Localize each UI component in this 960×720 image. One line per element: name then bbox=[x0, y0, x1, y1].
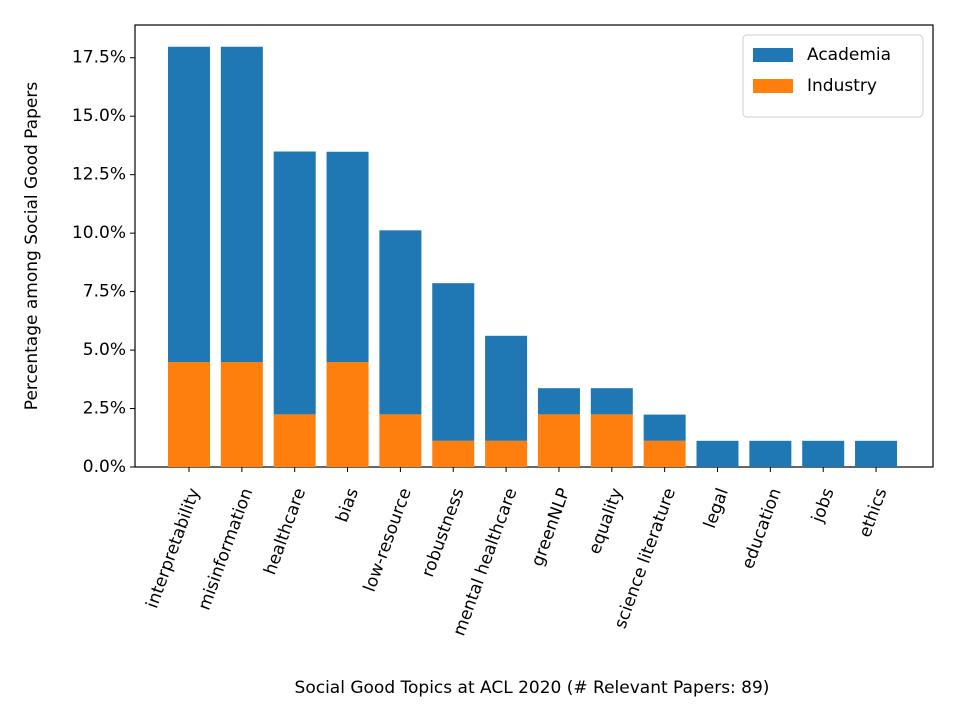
x-tick-label: healthcare bbox=[260, 486, 310, 578]
bar-segment bbox=[590, 388, 633, 415]
bar-segment bbox=[855, 440, 898, 467]
bar-segment bbox=[432, 440, 475, 467]
bar-segment bbox=[537, 414, 580, 467]
bar-segment bbox=[643, 414, 686, 441]
bar-segment bbox=[168, 361, 210, 467]
bar-segment bbox=[749, 440, 792, 467]
bar-segment bbox=[802, 440, 845, 467]
bar-segment bbox=[326, 361, 369, 467]
bar-segment bbox=[379, 230, 422, 415]
y-tick-label: 17.5% bbox=[72, 48, 126, 68]
x-tick-label: interpretability bbox=[142, 486, 204, 611]
x-tick-label: low-resource bbox=[360, 486, 416, 595]
bar-segment bbox=[485, 335, 528, 441]
x-tick-label: robustness bbox=[418, 485, 469, 579]
legend-label: Academia bbox=[807, 45, 891, 65]
x-tick-label: equality bbox=[585, 486, 627, 557]
y-axis-label: Percentage among Social Good Papers bbox=[22, 82, 42, 411]
y-tick-label: 10.0% bbox=[72, 223, 126, 243]
legend-swatch bbox=[753, 48, 793, 62]
y-tick-label: 2.5% bbox=[83, 399, 126, 419]
plot-frame bbox=[134, 24, 934, 468]
x-tick-label: greenNLP bbox=[528, 486, 575, 569]
bar-segment bbox=[220, 361, 263, 467]
legend-label: Industry bbox=[807, 76, 877, 96]
x-tick-label: ethics bbox=[855, 485, 891, 540]
bar-segment bbox=[326, 151, 369, 362]
x-tick-label: education bbox=[738, 486, 786, 572]
y-tick-label: 12.5% bbox=[72, 165, 126, 185]
x-tick-label: legal bbox=[700, 486, 733, 531]
bar-segment bbox=[168, 46, 210, 362]
bar-segment bbox=[643, 440, 686, 467]
x-axis-label: Social Good Topics at ACL 2020 (# Releva… bbox=[295, 678, 770, 698]
bar-segment bbox=[485, 440, 528, 467]
bar-segment bbox=[273, 414, 316, 467]
x-tick-label: jobs bbox=[808, 485, 839, 526]
x-tick-label: misinformation bbox=[195, 486, 258, 613]
bar-segment bbox=[432, 283, 475, 441]
bar-segment bbox=[220, 46, 263, 362]
bar-segment bbox=[537, 388, 580, 415]
bar-segment bbox=[273, 151, 316, 415]
bar-segment bbox=[590, 414, 633, 467]
y-tick-label: 15.0% bbox=[72, 106, 126, 126]
y-tick-label: 7.5% bbox=[83, 282, 126, 302]
bar-segment bbox=[379, 414, 422, 467]
legend-swatch bbox=[753, 79, 793, 93]
y-tick-label: 5.0% bbox=[83, 340, 126, 360]
x-tick-label: bias bbox=[332, 485, 363, 525]
y-tick-label: 0.0% bbox=[83, 457, 126, 477]
bar-segment bbox=[696, 440, 739, 467]
